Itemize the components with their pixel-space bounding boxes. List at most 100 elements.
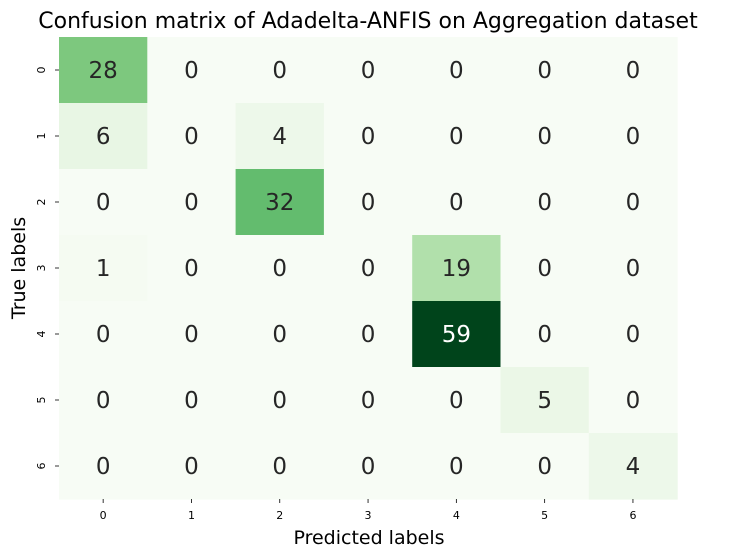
heatmap-cell <box>59 367 148 434</box>
cell-value-label: 1 <box>96 256 111 282</box>
x-tick-label: 5 <box>541 509 548 522</box>
x-axis-label: Predicted labels <box>293 527 444 549</box>
cell-value-label: 28 <box>89 58 118 84</box>
cell-value-label: 0 <box>361 322 376 348</box>
heatmap-cell <box>147 37 237 104</box>
cell-value-label: 0 <box>626 388 641 414</box>
heatmap-cell <box>59 433 148 500</box>
cell-value-label: 0 <box>184 454 199 480</box>
heatmap-cell <box>323 301 413 368</box>
heatmap-cell <box>588 169 678 236</box>
cell-value-label: 0 <box>449 58 464 84</box>
heatmap-cell <box>412 37 502 104</box>
heatmap-cell <box>323 103 413 170</box>
cell-value-label: 5 <box>537 388 552 414</box>
heatmap-cell <box>588 235 678 302</box>
cell-value-label: 0 <box>449 190 464 216</box>
heatmap-cell <box>59 37 148 104</box>
heatmap-cell <box>412 169 502 236</box>
heatmap-cell <box>235 169 325 236</box>
heatmap-cell <box>59 103 148 170</box>
heatmap-cell <box>147 301 237 368</box>
x-tick-label: 6 <box>629 509 636 522</box>
cell-value-label: 6 <box>96 124 111 150</box>
cell-value-label: 0 <box>184 256 199 282</box>
cell-value-label: 0 <box>184 124 199 150</box>
cell-value-label: 0 <box>96 322 111 348</box>
heatmap-cell <box>147 169 237 236</box>
heatmap-cell <box>235 103 325 170</box>
cell-value-label: 0 <box>537 190 552 216</box>
cell-value-label: 59 <box>442 322 471 348</box>
heatmap-cell <box>323 235 413 302</box>
cell-value-label: 0 <box>449 388 464 414</box>
heatmap-cells: 28 0 0 0 0 0 0 6 0 4 0 0 0 0 0 0 32 0 0 0 0 1 0 0 0 19 0 0 0 0 0 0 59 0 0 0… <box>59 37 678 500</box>
cell-value-label: 0 <box>626 124 641 150</box>
cell-value-label: 0 <box>537 256 552 282</box>
heatmap-cell <box>500 37 590 104</box>
cell-value-label: 0 <box>626 256 641 282</box>
x-axis-ticks: 0 1 2 3 4 5 6 <box>100 499 636 522</box>
cell-value-label: 0 <box>361 256 376 282</box>
heatmap-cell <box>588 301 678 368</box>
heatmap-cell <box>412 103 502 170</box>
cell-value-label: 0 <box>272 454 287 480</box>
cell-value-label: 0 <box>361 58 376 84</box>
heatmap-cell <box>147 103 237 170</box>
cell-value-label: 32 <box>265 190 294 216</box>
cell-value-label: 0 <box>184 58 199 84</box>
y-tick-label: 4 <box>35 331 48 338</box>
heatmap-cell <box>412 235 502 302</box>
heatmap-cell <box>147 235 237 302</box>
y-tick-label: 6 <box>35 463 48 470</box>
x-tick-label: 4 <box>453 509 460 522</box>
cell-value-label: 0 <box>449 124 464 150</box>
cell-value-label: 0 <box>272 322 287 348</box>
heatmap-cell <box>500 235 590 302</box>
heatmap-cell <box>500 433 590 500</box>
cell-value-label: 0 <box>361 388 376 414</box>
y-tick-label: 2 <box>35 199 48 206</box>
heatmap-cell <box>59 169 148 236</box>
heatmap-cell <box>323 367 413 434</box>
heatmap-cell <box>235 37 325 104</box>
y-tick-label: 0 <box>35 67 48 74</box>
heatmap-cell <box>235 301 325 368</box>
y-axis-label: True labels <box>8 217 30 320</box>
cell-value-label: 0 <box>626 58 641 84</box>
cell-value-label: 0 <box>537 124 552 150</box>
heatmap-cell <box>500 367 590 434</box>
cell-value-label: 0 <box>96 190 111 216</box>
heatmap-cell <box>235 433 325 500</box>
cell-value-label: 4 <box>626 454 641 480</box>
cell-value-label: 0 <box>361 454 376 480</box>
heatmap-cell <box>59 235 148 302</box>
heatmap-cell <box>323 433 413 500</box>
y-tick-label: 1 <box>35 133 48 140</box>
cell-value-label: 0 <box>184 322 199 348</box>
heatmap-cell <box>235 235 325 302</box>
heatmap-cell <box>500 301 590 368</box>
x-tick-label: 2 <box>276 509 283 522</box>
cell-value-label: 0 <box>272 256 287 282</box>
heatmap-cell <box>588 367 678 434</box>
y-tick-label: 5 <box>35 397 48 404</box>
cell-value-label: 0 <box>184 388 199 414</box>
cell-value-label: 0 <box>96 388 111 414</box>
cell-value-label: 0 <box>626 322 641 348</box>
heatmap-cell <box>147 433 237 500</box>
cell-value-label: 0 <box>361 190 376 216</box>
cell-value-label: 0 <box>537 322 552 348</box>
y-axis-ticks: 0 1 2 3 4 5 6 <box>35 67 59 470</box>
cell-value-label: 4 <box>272 124 287 150</box>
cell-value-label: 0 <box>272 388 287 414</box>
x-tick-label: 3 <box>365 509 372 522</box>
heatmap-cell <box>588 37 678 104</box>
heatmap-cell <box>412 433 502 500</box>
heatmap-cell <box>412 301 502 368</box>
x-tick-label: 0 <box>100 509 107 522</box>
heatmap-cell <box>412 367 502 434</box>
cell-value-label: 0 <box>272 58 287 84</box>
cell-value-label: 0 <box>184 190 199 216</box>
